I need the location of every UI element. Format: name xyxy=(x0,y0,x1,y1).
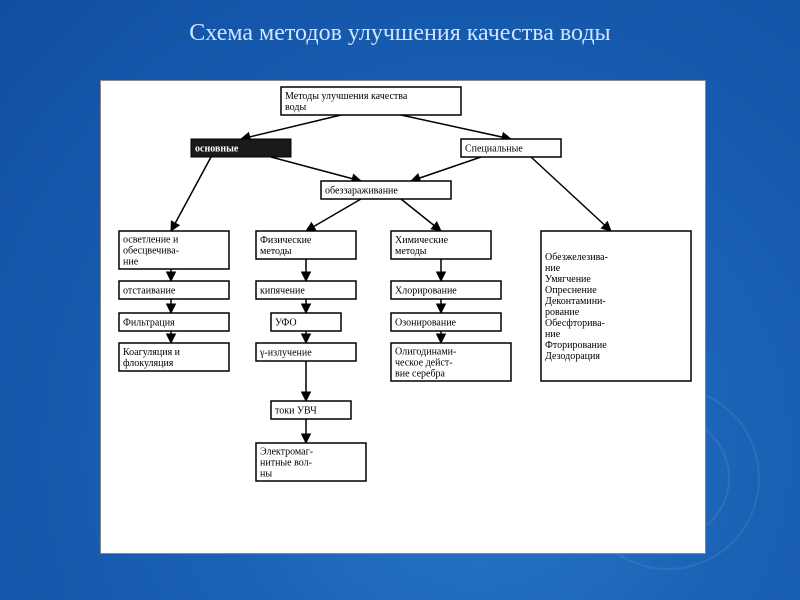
slide-title: Схема методов улучшения качества воды xyxy=(0,0,800,47)
node-label: рование xyxy=(545,307,580,318)
node-ufo: УФО xyxy=(271,313,341,331)
node-label: ны xyxy=(260,469,272,480)
node-label: ние xyxy=(545,329,561,340)
node-label: ние xyxy=(545,263,561,274)
node-filter: Фильтрация xyxy=(119,313,229,331)
node-label: Фильтрация xyxy=(123,318,175,329)
node-label: Хлорирование xyxy=(395,286,457,297)
edge-disinf-chem xyxy=(401,199,441,231)
node-special: Специальные xyxy=(461,139,561,157)
node-label: Фторирование xyxy=(545,340,607,351)
node-label: флокуляция xyxy=(123,358,174,369)
node-coag: Коагуляция ифлокуляция xyxy=(119,343,229,371)
node-disinf: обеззараживание xyxy=(321,181,451,199)
edge-root-main xyxy=(241,115,341,139)
node-boil: кипячение xyxy=(256,281,356,299)
node-main: основные xyxy=(191,139,291,157)
node-clar: осветление иобесцвечива-ние xyxy=(119,231,229,269)
node-label: Физические xyxy=(260,235,312,246)
node-label: Специальные xyxy=(465,144,523,155)
node-chlor: Хлорирование xyxy=(391,281,501,299)
node-label: Коагуляция и xyxy=(123,347,181,358)
node-label: Умягчение xyxy=(545,274,591,285)
node-gamma: γ-излучение xyxy=(256,343,356,361)
node-phys: Физическиеметоды xyxy=(256,231,356,259)
edge-special-disinf xyxy=(411,157,481,181)
node-spec_list: Обезжелезива-ниеУмягчениеОпреснениеДекон… xyxy=(541,231,691,381)
node-label: воды xyxy=(285,102,306,113)
node-uhf: токи УВЧ xyxy=(271,401,351,419)
edge-special-spec_list xyxy=(531,157,611,231)
node-emw: Электромаг-нитные вол-ны xyxy=(256,443,366,481)
node-settle: отстаивание xyxy=(119,281,229,299)
node-label: методы xyxy=(260,246,292,257)
diagram-panel: Методы улучшения качестваводы основные Спе… xyxy=(100,80,706,554)
node-chem: Химическиеметоды xyxy=(391,231,491,259)
slide: Схема методов улучшения качества воды Ме… xyxy=(0,0,800,600)
edge-root-special xyxy=(401,115,511,139)
node-label: УФО xyxy=(275,318,297,329)
node-label: ческое дейст- xyxy=(395,358,453,369)
edge-disinf-phys xyxy=(306,199,361,231)
node-label: обеззараживание xyxy=(325,186,398,197)
node-label: методы xyxy=(395,246,427,257)
node-label: токи УВЧ xyxy=(275,406,317,417)
node-label: Методы улучшения качества xyxy=(285,91,408,102)
node-label: Обезжелезива- xyxy=(545,252,608,263)
node-root: Методы улучшения качестваводы xyxy=(281,87,461,115)
node-label: Озонирование xyxy=(395,318,457,329)
node-label: нитные вол- xyxy=(260,458,312,469)
node-label: основные xyxy=(195,144,239,155)
node-label: Дезодорация xyxy=(545,351,600,362)
node-silver: Олигодинами-ческое дейст-вие серебра xyxy=(391,343,511,381)
node-label: осветление и xyxy=(123,235,179,246)
edge-main-clar xyxy=(171,157,211,231)
node-label: отстаивание xyxy=(123,286,176,297)
node-label: ние xyxy=(123,257,139,268)
node-label: обесцвечива- xyxy=(123,246,179,257)
node-label: Электромаг- xyxy=(260,447,313,458)
flowchart-svg: Методы улучшения качестваводы основные Спе… xyxy=(101,81,705,553)
node-label: Деконтамини- xyxy=(545,296,606,307)
edge-main-disinf xyxy=(271,157,361,181)
node-label: Химические xyxy=(395,235,449,246)
node-label: вие серебра xyxy=(395,369,446,380)
node-label: Обесфторива- xyxy=(545,318,605,329)
node-label: кипячение xyxy=(260,286,305,297)
node-ozone: Озонирование xyxy=(391,313,501,331)
node-label: Олигодинами- xyxy=(395,347,456,358)
node-label: γ-излучение xyxy=(259,348,312,359)
node-label: Опреснение xyxy=(545,285,597,296)
